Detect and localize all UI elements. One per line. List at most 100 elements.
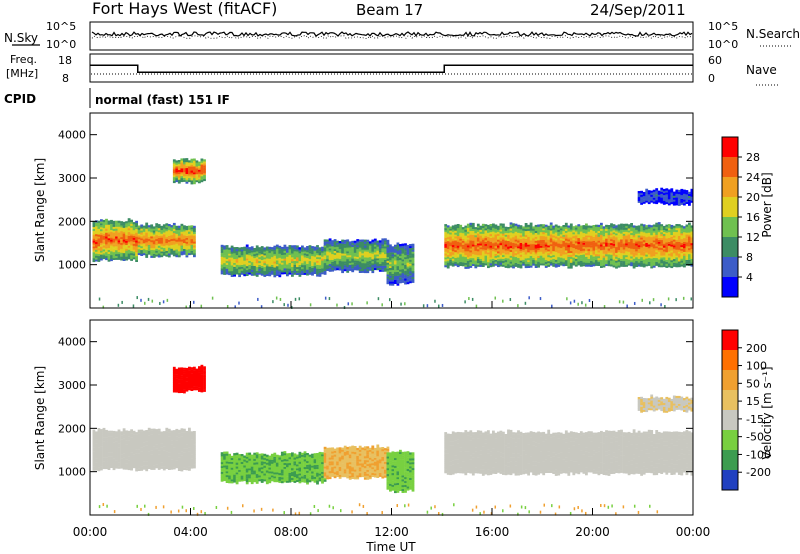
power-cell [549,253,553,256]
power-cell [145,236,149,239]
power-cell [110,229,113,232]
power-cell [688,222,691,225]
power-cell [97,253,101,257]
power-cell [564,248,568,251]
velocity-cell [105,461,108,464]
power-cell [677,257,681,260]
velocity-cell [97,463,101,466]
power-cell [667,265,671,268]
power-cell [547,237,551,240]
power-cell [590,258,593,261]
power-cell [690,227,694,230]
power-cell [632,241,636,244]
power-cell [446,264,450,267]
power-cell [198,177,201,180]
power-cell [324,296,327,300]
power-cell [396,246,400,249]
power-cell [311,265,314,268]
power-cell [258,247,262,250]
power-cell [223,261,226,264]
power-cell [245,256,249,259]
velocity-cell [92,431,96,434]
power-cell [559,255,563,258]
velocity-cell [92,435,96,438]
power-cell [401,276,405,279]
power-cell [326,245,329,248]
power-cell [288,266,292,269]
power-cell [542,239,546,242]
power-cell [650,242,654,245]
power-cell [351,270,355,273]
power-cell [454,236,458,239]
power-cell [655,257,659,260]
power-cell [396,248,400,251]
power-cell [351,264,355,267]
power-cell [368,264,372,267]
power-cell [112,228,116,231]
velocity-cell [95,462,98,465]
power-cell [677,243,681,246]
power-cell [640,264,643,267]
power-cell [265,258,269,261]
power-cell [650,235,654,238]
velocity-cell [92,462,96,465]
power-cell [647,263,651,266]
power-cell [316,251,319,254]
power-cell [389,263,392,267]
power-cell [522,255,525,258]
power-cell [323,264,327,267]
power-cell [615,258,618,261]
power-cell [92,238,96,241]
power-cell [507,260,510,263]
power-cell [564,232,568,235]
power-cell [404,302,406,306]
power-cell [685,240,689,243]
power-cell [662,198,666,201]
power-cell [667,203,671,206]
power-cell [110,219,113,223]
power-cell [577,251,581,254]
velocity-cell [130,460,133,463]
power-cell [464,249,468,252]
power-cell [291,266,294,269]
power-cell [238,261,241,264]
velocity-cell [135,436,138,439]
power-cell [97,242,101,245]
power-cell [519,252,523,255]
power-cell [122,253,126,256]
power-cell [193,300,195,304]
power-cell [358,241,362,244]
power-cell [677,195,681,199]
power-cell [605,236,608,239]
velocity-cell [117,441,121,444]
power-cell [474,244,478,247]
power-cell [358,253,362,256]
power-cell [474,227,478,230]
power-cell [615,242,618,246]
power-cell [389,261,392,265]
power-cell [167,229,171,233]
power-cell [115,228,118,231]
power-cell [677,249,681,252]
power-cell [474,242,478,245]
power-cell [411,245,415,248]
power-cell [494,255,498,258]
power-cell [190,162,194,165]
power-cell [105,244,108,247]
power-cell [451,229,455,232]
power-cell [303,266,307,270]
power-cell [579,250,583,254]
power-cell [198,181,201,184]
power-cell [180,172,184,175]
power-cell [183,225,186,228]
power-cell [615,252,618,255]
power-cell [140,245,144,249]
power-cell [183,177,186,181]
velocity-cell [125,453,128,456]
power-cell [607,244,611,247]
power-cell [296,262,299,266]
power-cell [532,230,535,233]
power-cell [389,277,392,280]
power-cell [562,264,566,267]
power-cell [102,255,106,258]
